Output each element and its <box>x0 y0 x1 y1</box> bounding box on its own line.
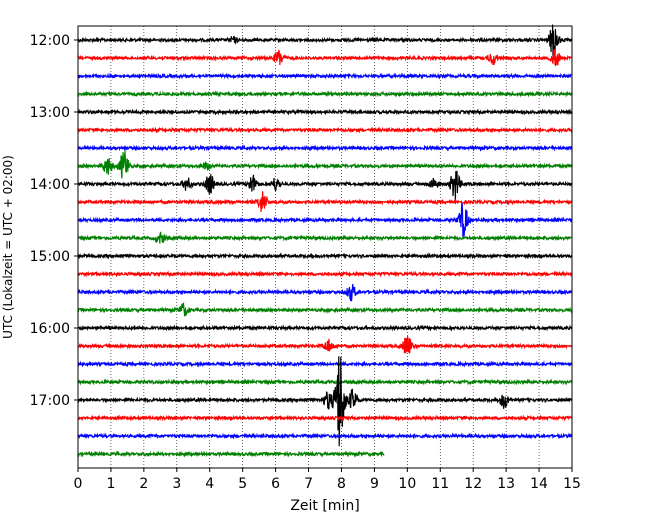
seismic-trace <box>77 170 573 200</box>
seismic-trace <box>77 336 573 354</box>
seismic-trace <box>77 126 573 134</box>
x-tick-label: 3 <box>172 476 181 492</box>
x-tick-label: 8 <box>337 476 346 492</box>
x-tick-label: 9 <box>370 476 379 492</box>
seismic-trace <box>77 414 573 422</box>
y-tick-label: 16:00 <box>30 321 70 337</box>
y-tick-label: 17:00 <box>30 393 70 409</box>
y-ticks: 12:00 13:00 14:00 15:00 16:00 17:00 <box>30 33 78 409</box>
seismic-trace <box>77 270 573 278</box>
seismic-trace <box>77 252 573 260</box>
seismic-trace <box>77 231 572 244</box>
x-axis-label: Zeit [min] <box>290 498 359 514</box>
x-ticks: 0 1 2 3 4 5 6 7 8 9 10 11 12 13 14 15 <box>74 468 581 492</box>
plot-area <box>78 26 572 468</box>
x-tick-label: 5 <box>238 476 247 492</box>
seismic-trace <box>77 108 573 116</box>
seismic-trace <box>77 202 573 238</box>
y-axis-label: UTC (Lokalzeit = UTC + 02:00) <box>1 155 15 339</box>
seismic-trace <box>77 72 572 80</box>
seismic-trace <box>77 191 573 213</box>
y-tick-label: 14:00 <box>30 177 70 193</box>
x-tick-label: 11 <box>431 476 449 492</box>
seismic-trace <box>77 324 573 332</box>
seismic-trace <box>77 450 385 458</box>
x-tick-label: 6 <box>271 476 280 492</box>
traces <box>77 24 573 458</box>
x-tick-label: 15 <box>563 476 581 492</box>
seismic-trace <box>77 90 573 98</box>
y-tick-label: 15:00 <box>30 249 70 265</box>
x-tick-label: 12 <box>464 476 482 492</box>
seismic-trace <box>77 356 573 447</box>
y-tick-label: 13:00 <box>30 105 70 121</box>
seismic-trace <box>77 49 572 67</box>
x-tick-label: 10 <box>398 476 416 492</box>
y-tick-label: 12:00 <box>30 33 70 49</box>
seismic-trace <box>77 24 573 57</box>
x-tick-label: 7 <box>304 476 313 492</box>
seismic-trace <box>77 150 573 179</box>
seismic-trace <box>77 360 573 368</box>
seismic-trace <box>77 378 573 386</box>
x-tick-label: 13 <box>497 476 515 492</box>
x-tick-label: 14 <box>530 476 548 492</box>
seismic-trace <box>77 432 573 440</box>
seismic-trace <box>77 144 572 152</box>
x-tick-label: 0 <box>74 476 83 492</box>
seismic-trace <box>77 284 573 302</box>
x-tick-label: 1 <box>106 476 115 492</box>
seismic-trace <box>77 302 573 317</box>
x-tick-label: 2 <box>139 476 148 492</box>
x-tick-label: 4 <box>205 476 214 492</box>
plot-frame <box>77 25 573 469</box>
